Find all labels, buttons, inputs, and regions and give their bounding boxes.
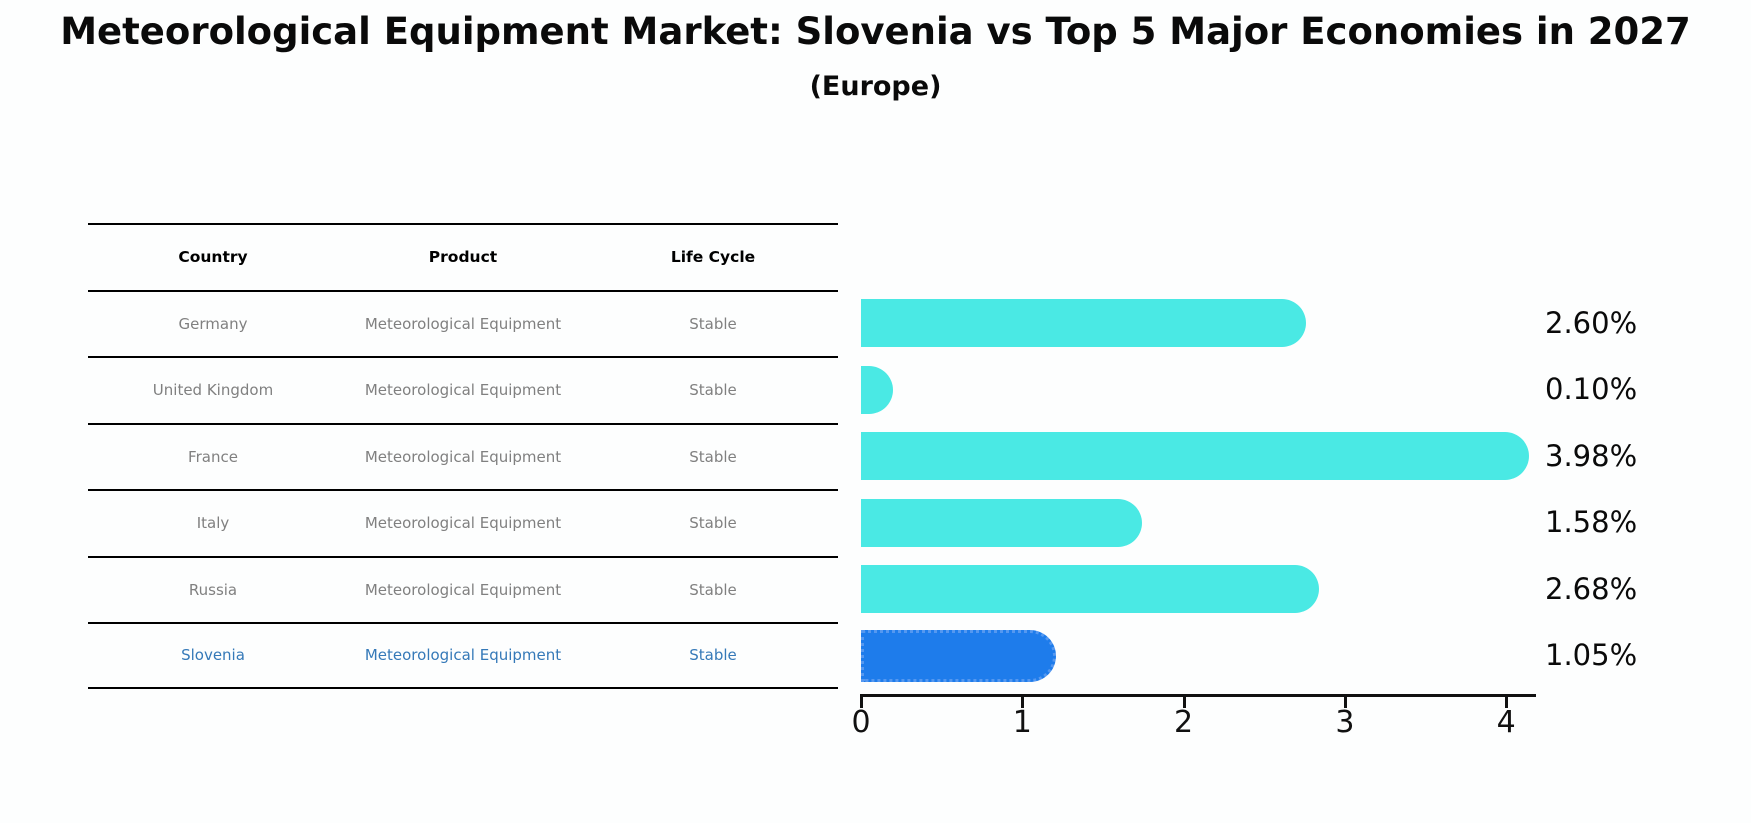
cell-country: France [188,447,238,466]
cell-life-cycle: Stable [689,646,737,665]
table-header-country: Country [178,248,248,267]
cell-life-cycle: Stable [689,314,737,333]
comparison-table: Country Product Life Cycle Germany Meteorolo… [88,223,838,689]
value-label: 0.10% [1545,372,1638,407]
x-axis-tick [1343,694,1347,708]
value-label: 2.68% [1545,571,1638,606]
table-header-life-cycle: Life Cycle [670,248,756,267]
cell-life-cycle: Stable [689,381,737,400]
value-label: 2.60% [1545,305,1638,340]
cell-country: Italy [196,514,230,533]
x-axis-tick-label: 4 [1496,705,1516,740]
table-row: United Kingdom Meteorological Equipment St… [88,356,838,423]
value-label: 1.05% [1545,638,1638,673]
cell-product: Meteorological Equipment [364,580,562,599]
x-axis-tick [1021,694,1025,708]
cell-country: Russia [188,580,238,599]
x-axis-tick [1182,694,1186,708]
cell-product: Meteorological Equipment [364,381,562,400]
x-axis-tick-label: 1 [1012,705,1032,740]
cell-life-cycle: Stable [689,447,737,466]
bar-row: 2.60% [861,290,1751,357]
bar-germany [861,299,1307,347]
cell-product: Meteorological Equipment [364,514,562,533]
cell-product: Meteorological Equipment [364,314,562,333]
x-axis-tick-label: 2 [1174,705,1194,740]
x-axis-tick [1505,694,1509,708]
x-axis-tick [860,694,863,708]
bar-united-kingdom [861,365,894,414]
cell-life-cycle: Stable [689,580,737,599]
bar-russia [861,565,1320,613]
table-header-product: Product [428,248,498,267]
bar-france [861,432,1529,480]
table-row: France Meteorological Equipment Stable [88,422,838,490]
cell-product: Meteorological Equipment [364,646,562,665]
table-row: Russia Meteorological Equipment Stable [88,555,838,623]
table-row: Italy Meteorological Equipment Stable [88,489,838,556]
bar-italy [861,498,1142,547]
cell-life-cycle: Stable [689,514,737,533]
bar-row: 0.10% [861,356,1751,423]
chart-title: Meteorological Equipment Market: Sloveni… [60,10,1691,53]
value-label: 3.98% [1545,438,1638,473]
bar-row: 3.98% [861,423,1751,490]
table-header-row: Country Product Life Cycle [88,223,838,290]
value-label: 1.58% [1545,505,1638,540]
x-axis-tick-label: 0 [851,705,871,740]
cell-country: Slovenia [181,646,245,665]
cell-country: Germany [178,314,248,333]
chart-subtitle: (Europe) [809,71,942,102]
bar-chart: 2.60% 0.10% 3.98% 1.58% 2.68% 1.05% [861,290,1751,689]
cell-country: United Kingdom [152,381,274,400]
x-axis-tick-label: 3 [1335,705,1355,740]
cell-product: Meteorological Equipment [364,447,562,466]
bar-row: 2.68% [861,556,1751,623]
bar-row: 1.58% [861,489,1751,556]
x-axis-spine [861,694,1536,697]
bar-slovenia [861,629,1057,682]
table-row: Germany Meteorological Equipment Stable [88,289,838,357]
table-row: Slovenia Meteorological Equipment Stable [88,622,838,689]
bar-row: 1.05% [861,622,1751,689]
